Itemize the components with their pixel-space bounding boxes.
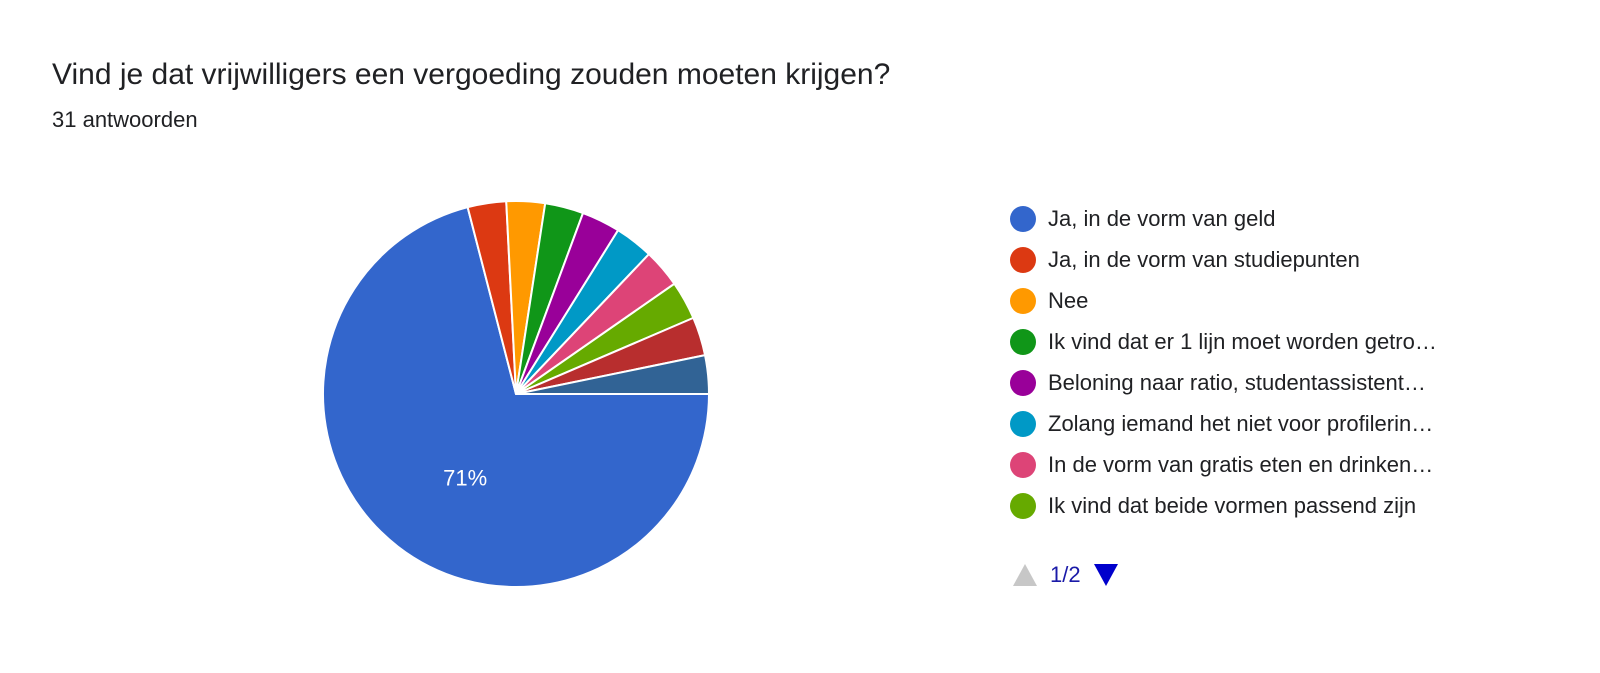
pie-data-label: 71% [443,465,487,490]
legend-label: In de vorm van gratis eten en drinken… [1048,451,1434,477]
legend-item[interactable]: Ja, in de vorm van geld [1010,198,1530,239]
legend-swatch [1010,246,1036,273]
legend-item[interactable]: Zolang iemand het niet voor profilerin… [1010,403,1530,444]
legend-swatch [1010,287,1036,314]
legend-item[interactable]: Nee [1010,280,1530,321]
legend-label: Nee [1048,287,1089,313]
legend-label: Zolang iemand het niet voor profilerin… [1048,410,1434,436]
legend-label: Ja, in de vorm van geld [1048,205,1276,231]
pie-slice-1[interactable] [322,205,711,588]
page-up-icon[interactable] [1012,562,1038,588]
legend-item[interactable]: In de vorm van gratis eten en drinken… [1010,444,1530,485]
chart-title: Vind je dat vrijwilligers een vergoeding… [52,58,891,91]
legend-pager: 1/2 [1012,562,1119,588]
legend-swatch [1010,451,1036,478]
legend-label: Ja, in de vorm van studiepunten [1048,246,1360,272]
legend-swatch [1010,369,1036,396]
legend-label: Beloning naar ratio, studentassistent… [1048,369,1426,395]
legend-swatch [1010,205,1036,232]
response-count: 31 antwoorden [52,107,198,132]
page-indicator: 1/2 [1050,562,1081,587]
legend-swatch [1010,492,1036,519]
legend-item[interactable]: Ik vind dat er 1 lijn moet worden getro… [1010,321,1530,362]
legend-swatch [1010,410,1036,437]
pie-slice-10[interactable] [515,353,711,395]
legend-label: Ik vind dat beide vormen passend zijn [1048,492,1417,518]
legend-swatch [1010,328,1036,355]
pie-chart: 71% [322,200,711,588]
chart-legend: Ja, in de vorm van geld Ja, in de vorm va… [1010,198,1530,526]
legend-item[interactable]: Ja, in de vorm van studiepunten [1010,239,1530,280]
page-down-icon[interactable] [1093,562,1119,588]
legend-label: Ik vind dat er 1 lijn moet worden getro… [1048,328,1437,354]
legend-item[interactable]: Ik vind dat beide vormen passend zijn [1010,485,1530,526]
legend-item[interactable]: Beloning naar ratio, studentassistent… [1010,362,1530,403]
